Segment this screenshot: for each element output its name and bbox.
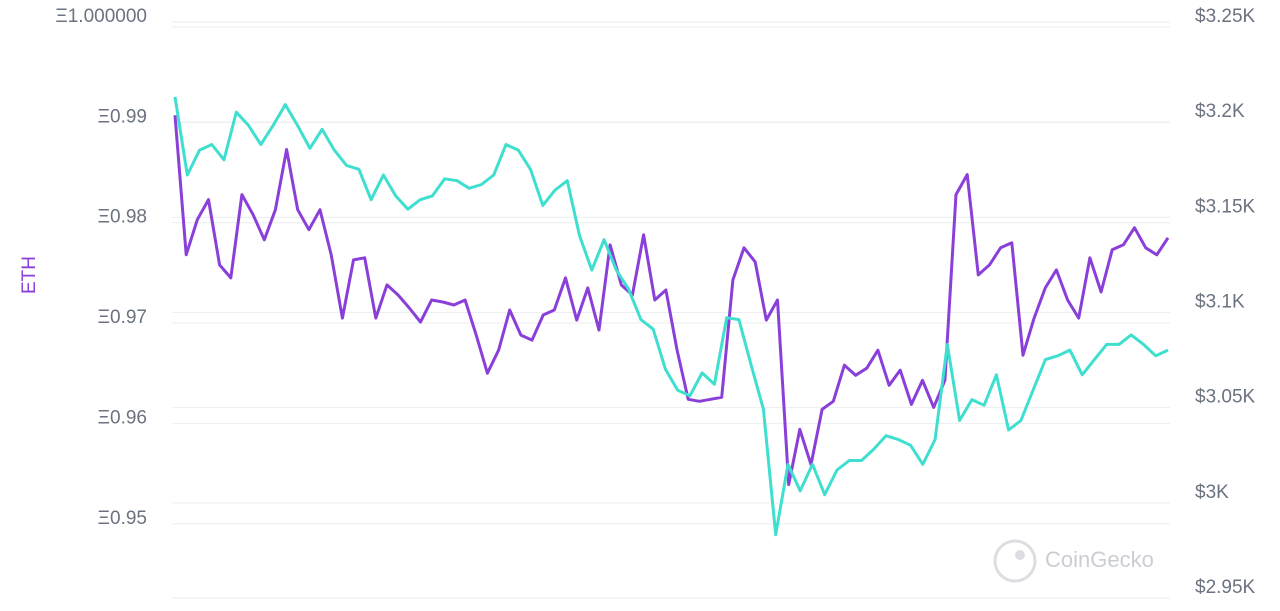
y-tick-label: Ξ1.000000	[55, 6, 147, 27]
y2-tick-label: $3.15K	[1195, 196, 1256, 217]
y2-tick-label: $3.05K	[1195, 387, 1256, 408]
series-line	[173, 115, 1170, 487]
y2-tick-label: $3.1K	[1195, 292, 1245, 313]
series-line	[173, 96, 1169, 537]
y2-tick-label: $3.25K	[1195, 6, 1256, 27]
watermark-logo	[993, 539, 1037, 583]
y2-tick-label: $3.2K	[1195, 101, 1245, 122]
y-tick-label: Ξ0.96	[98, 407, 147, 428]
watermark-logo-eye	[1015, 550, 1025, 560]
watermark-text: CoinGecko	[1045, 547, 1154, 572]
watermark: CoinGecko	[993, 539, 1154, 583]
y-tick-label: Ξ0.99	[98, 106, 147, 127]
y-axis-label: ETH	[19, 256, 40, 294]
y2-tick-label: $3K	[1195, 482, 1229, 503]
y-tick-label: Ξ0.98	[98, 207, 147, 228]
y-tick-label: Ξ0.97	[98, 307, 147, 328]
y2-tick-label: $2.95K	[1195, 577, 1256, 598]
y-tick-label: Ξ0.95	[98, 508, 147, 529]
